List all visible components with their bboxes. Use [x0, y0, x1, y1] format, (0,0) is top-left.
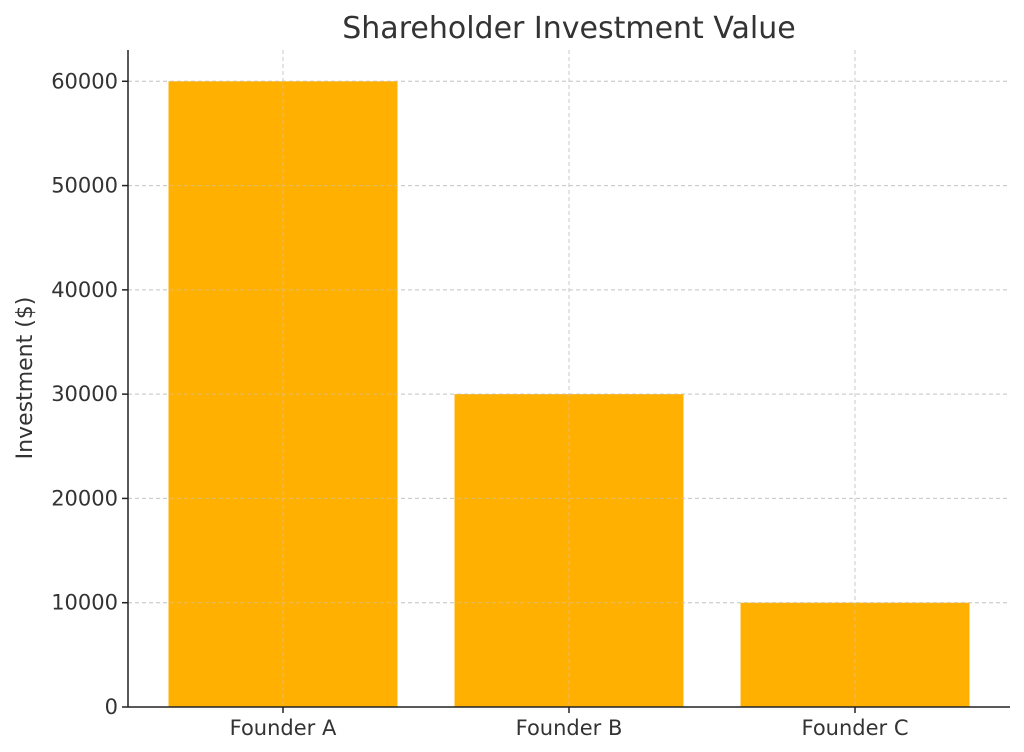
y-tick-label: 0 [105, 695, 118, 719]
y-ticks: 0 10000 20000 30000 40000 50000 60000 [51, 69, 128, 719]
y-tick-label: 10000 [51, 591, 118, 615]
x-ticks: Founder A Founder B Founder C [230, 707, 909, 740]
x-tick-label: Founder C [801, 716, 908, 740]
y-tick-label: 50000 [51, 174, 118, 198]
y-tick-label: 60000 [51, 69, 118, 93]
x-tick-label: Founder B [516, 716, 623, 740]
gridlines-overlay [128, 50, 1010, 707]
y-tick-label: 30000 [51, 382, 118, 406]
y-axis-label: Investment ($) [13, 297, 38, 460]
chart-title: Shareholder Investment Value [342, 11, 796, 46]
y-tick-label: 20000 [51, 486, 118, 510]
x-tick-label: Founder A [230, 716, 337, 740]
y-tick-label: 40000 [51, 278, 118, 302]
